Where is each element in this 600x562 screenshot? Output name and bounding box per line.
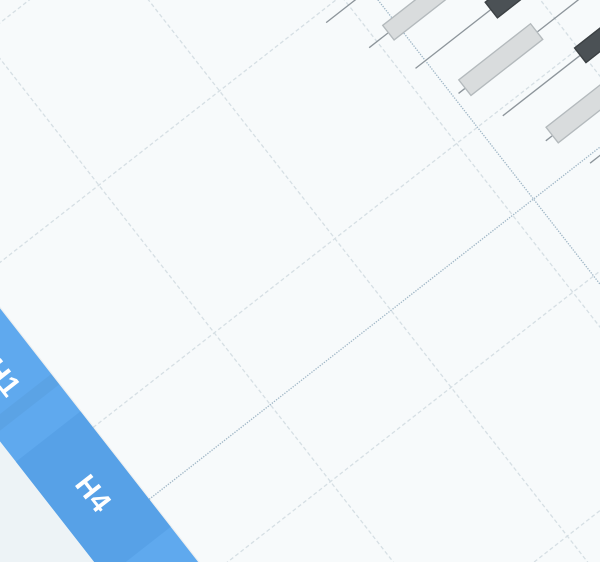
candlestick bbox=[371, 215, 600, 562]
timeframe-item-label: H1 bbox=[0, 352, 29, 404]
timeframe-item-label: H4 bbox=[68, 468, 119, 519]
